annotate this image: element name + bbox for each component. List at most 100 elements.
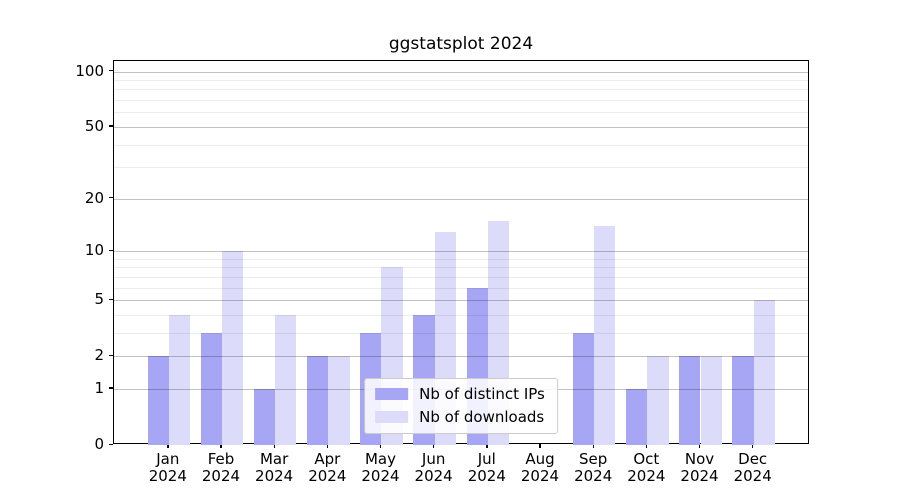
legend-row: Nb of distinct IPs: [375, 386, 545, 402]
bar-distinct-ips-apr: [307, 356, 329, 445]
gridline-minor: [114, 100, 808, 102]
x-tick-label: Apr 2024: [295, 451, 359, 485]
legend-label-distinct-ips: Nb of distinct IPs: [419, 385, 545, 403]
y-tick-mark: [109, 125, 113, 127]
x-tick-month: Nov: [684, 450, 715, 468]
bar-distinct-ips-jan: [147, 356, 169, 445]
gridline-minor: [114, 276, 808, 278]
legend-row: Nb of downloads: [375, 409, 545, 425]
x-tick-mark: [539, 444, 541, 448]
gridline-major: [114, 300, 808, 302]
y-tick-label: 100: [75, 61, 104, 80]
y-tick-mark: [109, 197, 113, 199]
x-tick-month: Feb: [207, 450, 235, 468]
x-tick-month: Dec: [738, 450, 768, 468]
x-tick-mark: [379, 444, 382, 448]
x-tick-month: Aug: [525, 450, 555, 468]
bar-downloads-jan: [168, 314, 191, 445]
y-tick-label: 50: [84, 116, 104, 135]
chart-title: ggstatsplot 2024: [388, 34, 534, 54]
y-tick-mark: [109, 249, 113, 251]
x-tick-mark: [592, 444, 594, 448]
gridline-minor: [114, 144, 808, 146]
legend-label-downloads: Nb of downloads: [419, 408, 545, 426]
x-tick-year: 2024: [308, 467, 347, 485]
x-tick-month: Mar: [259, 450, 289, 468]
x-tick-year: 2024: [201, 467, 241, 485]
x-tick-label: Dec 2024: [721, 451, 785, 485]
y-tick-mark: [109, 354, 113, 356]
bar-downloads-oct: [647, 356, 669, 445]
gridline-minor: [114, 267, 808, 269]
y-tick-label: 20: [84, 188, 104, 207]
x-tick-label: Jan 2024: [136, 451, 200, 485]
y-tick-label: 0: [94, 435, 104, 453]
legend-swatch-downloads: [375, 411, 409, 423]
x-tick-label: Oct 2024: [614, 451, 678, 485]
y-tick-label: 1: [94, 378, 104, 397]
gridline-minor: [114, 258, 808, 260]
gridline-minor: [114, 167, 808, 169]
bar-downloads-nov: [700, 356, 722, 445]
x-tick-mark: [167, 444, 169, 448]
x-tick-month: Jul: [477, 450, 496, 468]
gridline-minor: [114, 314, 808, 316]
y-tick-label: 5: [94, 290, 104, 309]
bar-distinct-ips-mar: [253, 388, 276, 445]
x-tick-label: Jul 2024: [455, 451, 519, 485]
bar-downloads-feb: [221, 251, 244, 445]
y-tick-mark: [109, 70, 113, 72]
x-tick-year: 2024: [148, 467, 187, 485]
y-tick-mark: [109, 387, 113, 389]
bar-distinct-ips-nov: [679, 356, 701, 445]
gridline-minor: [114, 80, 808, 82]
y-tick-label: 2: [94, 346, 104, 365]
legend-swatch-distinct-ips: [375, 388, 409, 400]
bar-downloads-apr: [328, 356, 350, 445]
x-tick-year: 2024: [733, 467, 772, 485]
x-tick-mark: [752, 444, 754, 448]
y-tick-mark: [109, 443, 113, 445]
x-tick-month: Jan: [156, 450, 180, 468]
legend: Nb of distinct IPs Nb of downloads: [364, 378, 558, 434]
x-tick-year: 2024: [255, 467, 294, 485]
x-tick-month: May: [364, 450, 396, 468]
gridline-minor: [114, 287, 808, 289]
x-tick-year: 2024: [361, 467, 400, 485]
x-tick-month: Sep: [579, 450, 608, 468]
bar-distinct-ips-feb: [200, 332, 222, 445]
x-tick-mark: [220, 444, 222, 448]
x-tick-label: Jun 2024: [402, 451, 466, 485]
x-tick-label: Feb 2024: [189, 451, 253, 485]
gridline-major: [114, 251, 808, 252]
x-tick-year: 2024: [467, 467, 506, 485]
bar-distinct-ips-oct: [626, 388, 648, 445]
y-tick-label: 10: [84, 241, 104, 259]
x-tick-mark: [699, 444, 701, 448]
gridline-major: [114, 126, 808, 128]
gridline-minor: [114, 112, 808, 114]
bar-downloads-mar: [275, 314, 297, 445]
x-tick-mark: [486, 444, 488, 448]
x-tick-year: 2024: [574, 467, 613, 485]
x-tick-month: Jun: [421, 450, 446, 468]
x-tick-month: Oct: [633, 450, 660, 468]
gridline-major: [114, 198, 808, 200]
bar-distinct-ips-dec: [732, 356, 754, 445]
plot-area: Nb of distinct IPs Nb of downloads: [113, 60, 809, 445]
gridline-major: [114, 356, 808, 358]
x-tick-year: 2024: [627, 467, 666, 485]
x-tick-label: Aug 2024: [508, 451, 572, 485]
x-tick-label: Sep 2024: [561, 451, 625, 485]
x-tick-year: 2024: [520, 467, 560, 485]
x-tick-mark: [433, 444, 435, 448]
gridline-minor: [114, 89, 808, 91]
x-tick-year: 2024: [414, 467, 453, 485]
x-tick-label: Nov 2024: [668, 451, 732, 485]
x-tick-year: 2024: [680, 467, 719, 485]
bar-downloads-dec: [753, 300, 775, 445]
x-tick-label: Mar 2024: [242, 451, 306, 485]
y-tick-mark: [109, 298, 113, 300]
x-tick-mark: [326, 444, 329, 448]
